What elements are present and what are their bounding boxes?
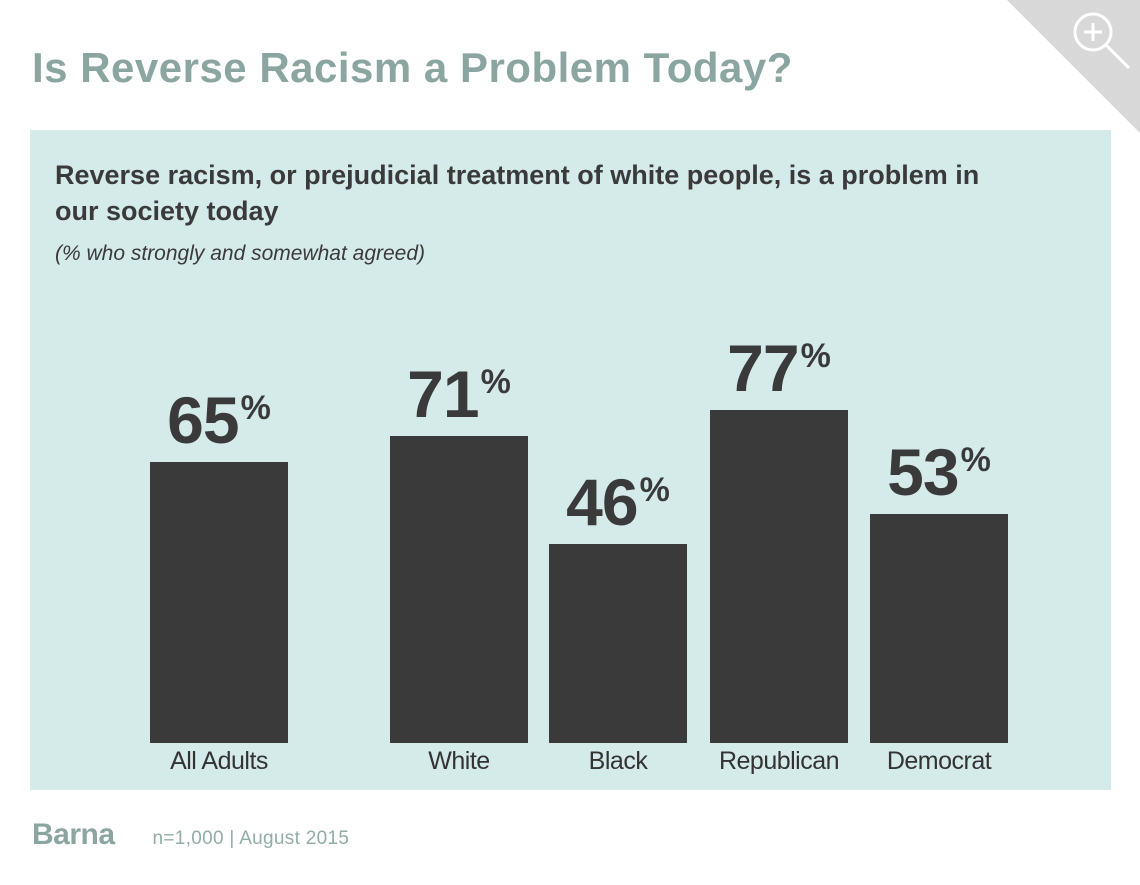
bar-category-label: Black — [588, 747, 648, 775]
footer-meta: n=1,000 | August 2015 — [152, 828, 350, 849]
bar-category-label: Democrat — [886, 747, 992, 775]
bar-chart: 65% All Adults 71% White 46% Black 77% Republic… — [30, 130, 1111, 790]
bar-value-label: 53% — [887, 434, 991, 509]
bar — [150, 462, 288, 743]
page-title: Is Reverse Racism a Problem Today? — [32, 44, 793, 91]
magnifier-plus-icon — [1073, 12, 1131, 70]
chart-headline: Reverse racism, or prejudicial treatment… — [55, 160, 980, 226]
bar — [710, 410, 848, 743]
bar-value-label: 46% — [566, 464, 670, 539]
bar-value-label: 65% — [167, 382, 271, 457]
bar-category-label: White — [428, 747, 490, 775]
bar-value-label: 77% — [727, 330, 831, 405]
bar — [549, 544, 687, 743]
bar-category-label: All Adults — [170, 747, 268, 775]
barna-logo: Barna — [32, 818, 115, 851]
bar — [390, 436, 528, 743]
footer: Barna n=1,000 | August 2015 — [32, 818, 349, 852]
chart-subtitle: (% who strongly and somewhat agreed) — [55, 242, 426, 265]
chart-panel: Reverse racism, or prejudicial treatment… — [30, 130, 1111, 790]
zoom-corner-button[interactable] — [1007, 0, 1140, 133]
bar — [870, 514, 1008, 743]
bar-value-label: 71% — [407, 356, 511, 431]
bar-category-label: Republican — [718, 747, 840, 775]
